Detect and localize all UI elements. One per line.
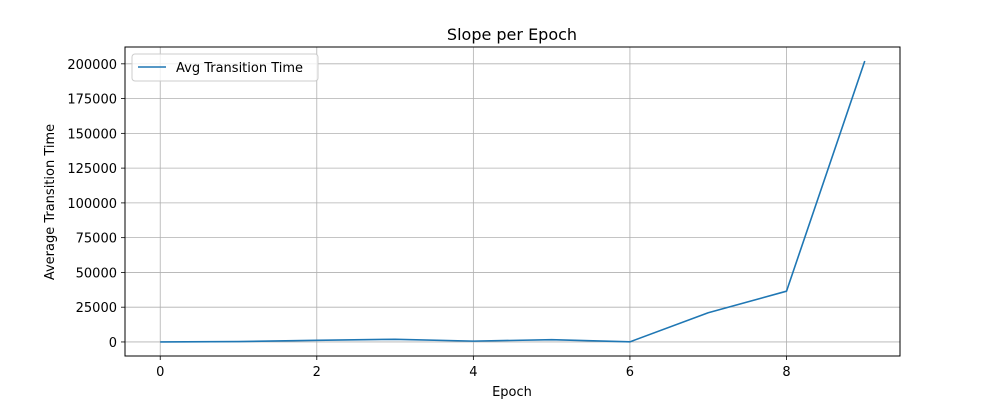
x-tick-label: 4 [469,365,477,380]
x-tick-label: 6 [626,365,634,380]
plot-frame [124,46,901,357]
y-tick-label: 175000 [67,93,117,108]
series-group [160,60,866,343]
y-tick-label: 75000 [76,232,117,247]
grid [125,47,900,356]
x-tick-label: 2 [313,365,321,380]
y-tick-label: 50000 [76,266,117,281]
chart-title: Slope per Epoch [447,25,577,44]
x-axis-label: Epoch [492,385,532,400]
y-tick-label: 25000 [76,301,117,316]
ticks: 0 2 4 6 8 0 25000 50000 75000 100000 125000 150000 1… [67,58,790,380]
y-tick-label: 125000 [67,162,117,177]
legend-box [131,53,319,82]
legend: Avg Transition Time [131,53,319,82]
y-tick-label: 0 [109,336,117,351]
y-tick-label: 150000 [67,127,117,142]
x-tick-label: 0 [156,365,164,380]
y-axis-label: Average Transition Time [43,124,58,280]
series-line-1 [160,60,866,343]
y-tick-label: 200000 [67,58,117,73]
x-tick-label: 8 [782,365,790,380]
y-tick-label: 100000 [67,197,117,212]
legend-label-avg-transition-time: Avg Transition Time [176,61,303,76]
